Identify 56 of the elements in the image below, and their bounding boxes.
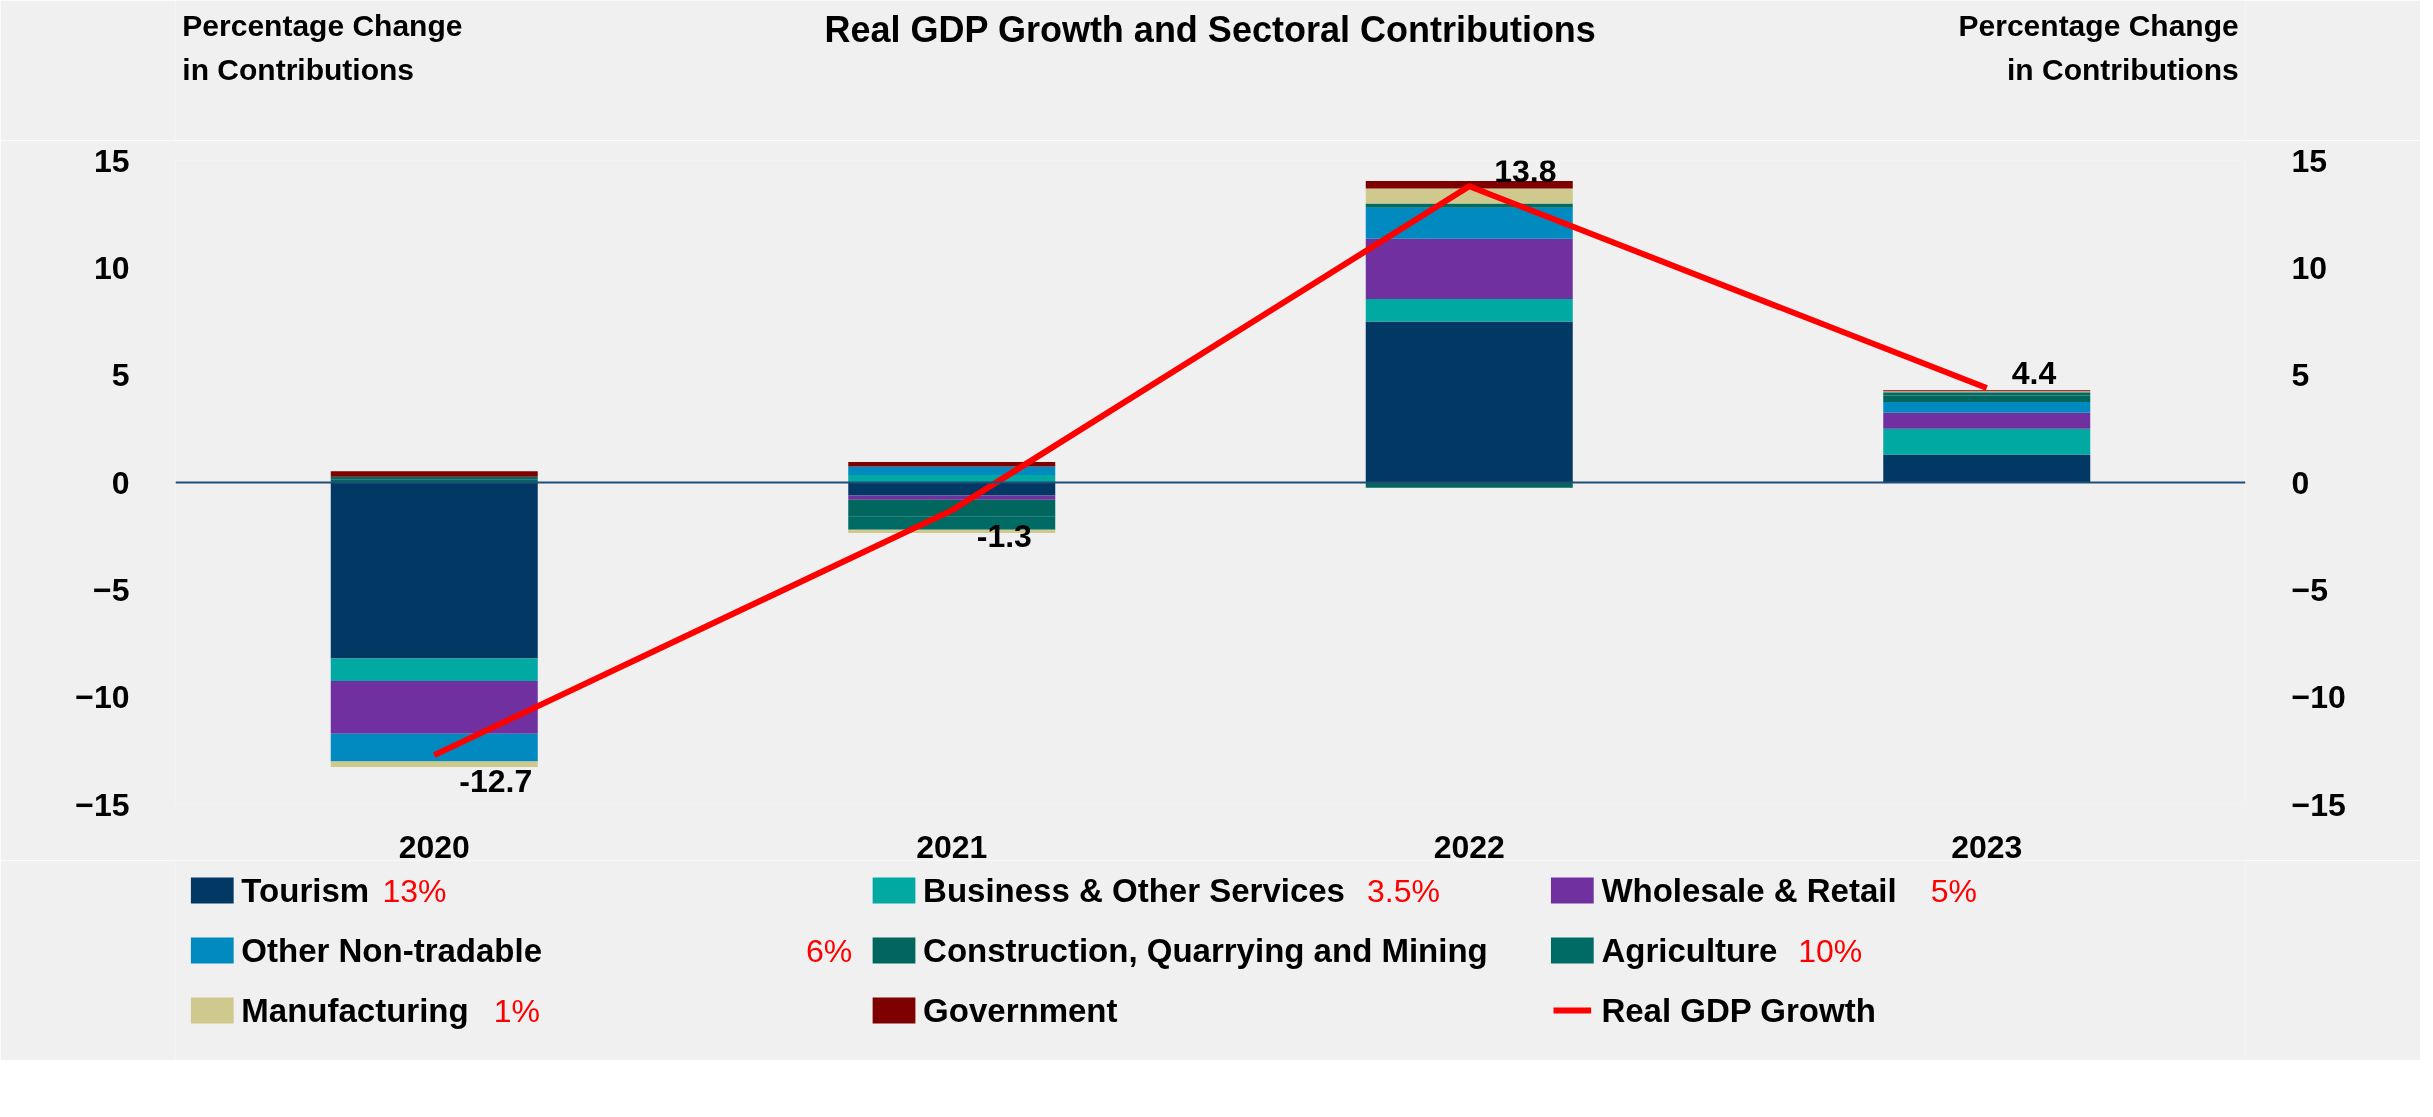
legend-label: Real GDP Growth bbox=[1601, 992, 1876, 1029]
y2-tick-label: −5 bbox=[2291, 571, 2328, 608]
bar bbox=[1365, 298, 1573, 322]
x-tick-label: 2022 bbox=[1433, 828, 1505, 865]
data-label: -12.7 bbox=[459, 763, 533, 800]
y2-tick-label: 0 bbox=[2291, 464, 2310, 501]
bar bbox=[1883, 395, 2091, 402]
y2-tick-label: 15 bbox=[2291, 142, 2328, 179]
y-tick-label: 5 bbox=[111, 357, 130, 394]
y2-tick-label: 10 bbox=[2291, 249, 2328, 286]
bar bbox=[1365, 238, 1573, 299]
legend-label: Other Non-tradable bbox=[241, 932, 543, 969]
text: 10% bbox=[1798, 932, 1863, 969]
bar bbox=[330, 681, 538, 734]
text: 6% bbox=[805, 932, 853, 969]
legend-label: Construction, Quarrying and Mining bbox=[923, 932, 1488, 969]
data-label: -1.3 bbox=[976, 518, 1032, 555]
legend-label: Agriculture bbox=[1601, 932, 1778, 969]
bar bbox=[1883, 402, 2091, 413]
bar bbox=[848, 466, 1056, 475]
legend-label: Tourism bbox=[241, 872, 370, 909]
legend-label: Government bbox=[923, 992, 1118, 1029]
y2-tick-label: −10 bbox=[2291, 679, 2346, 716]
data-label: 4.4 bbox=[2011, 355, 2057, 392]
y2-axis-title: Percentage Change in Contributions bbox=[1958, 8, 2239, 87]
chart-title: Real GDP Growth and Sectoral Contributions bbox=[824, 8, 1596, 50]
y-tick-label: −10 bbox=[75, 679, 130, 716]
data-label: 13.8 bbox=[1494, 153, 1557, 190]
bar bbox=[848, 495, 1056, 500]
y-tick-label: 10 bbox=[93, 249, 130, 286]
x-tick-label: 2023 bbox=[1951, 828, 2023, 865]
x-tick-label: 2021 bbox=[916, 828, 988, 865]
y-tick-label: −15 bbox=[75, 786, 130, 823]
bar bbox=[1883, 428, 2091, 455]
text: 13% bbox=[382, 872, 447, 909]
y-tick-label: 0 bbox=[111, 464, 130, 501]
y-axis-title: Percentage Change in Contributions bbox=[182, 8, 463, 87]
bar bbox=[330, 761, 538, 767]
bar bbox=[330, 733, 538, 762]
bar bbox=[330, 658, 538, 682]
bar bbox=[1883, 454, 2091, 483]
legend-label: Business & Other Services bbox=[923, 872, 1345, 909]
x-tick-label: 2020 bbox=[398, 828, 470, 865]
text: 5% bbox=[1930, 872, 1977, 909]
y2-tick-label: 5 bbox=[2291, 357, 2310, 394]
bar bbox=[1365, 321, 1573, 483]
bar bbox=[330, 471, 538, 477]
text: 3.5% bbox=[1367, 872, 1440, 909]
text: 1% bbox=[493, 992, 540, 1029]
legend-label: Wholesale & Retail bbox=[1601, 872, 1897, 909]
y-tick-label: −5 bbox=[93, 571, 130, 608]
legend-label: Manufacturing bbox=[241, 992, 469, 1029]
bar bbox=[330, 482, 538, 659]
bar bbox=[1883, 412, 2091, 429]
y-tick-label: 15 bbox=[93, 142, 130, 179]
y2-tick-label: −15 bbox=[2291, 786, 2346, 823]
